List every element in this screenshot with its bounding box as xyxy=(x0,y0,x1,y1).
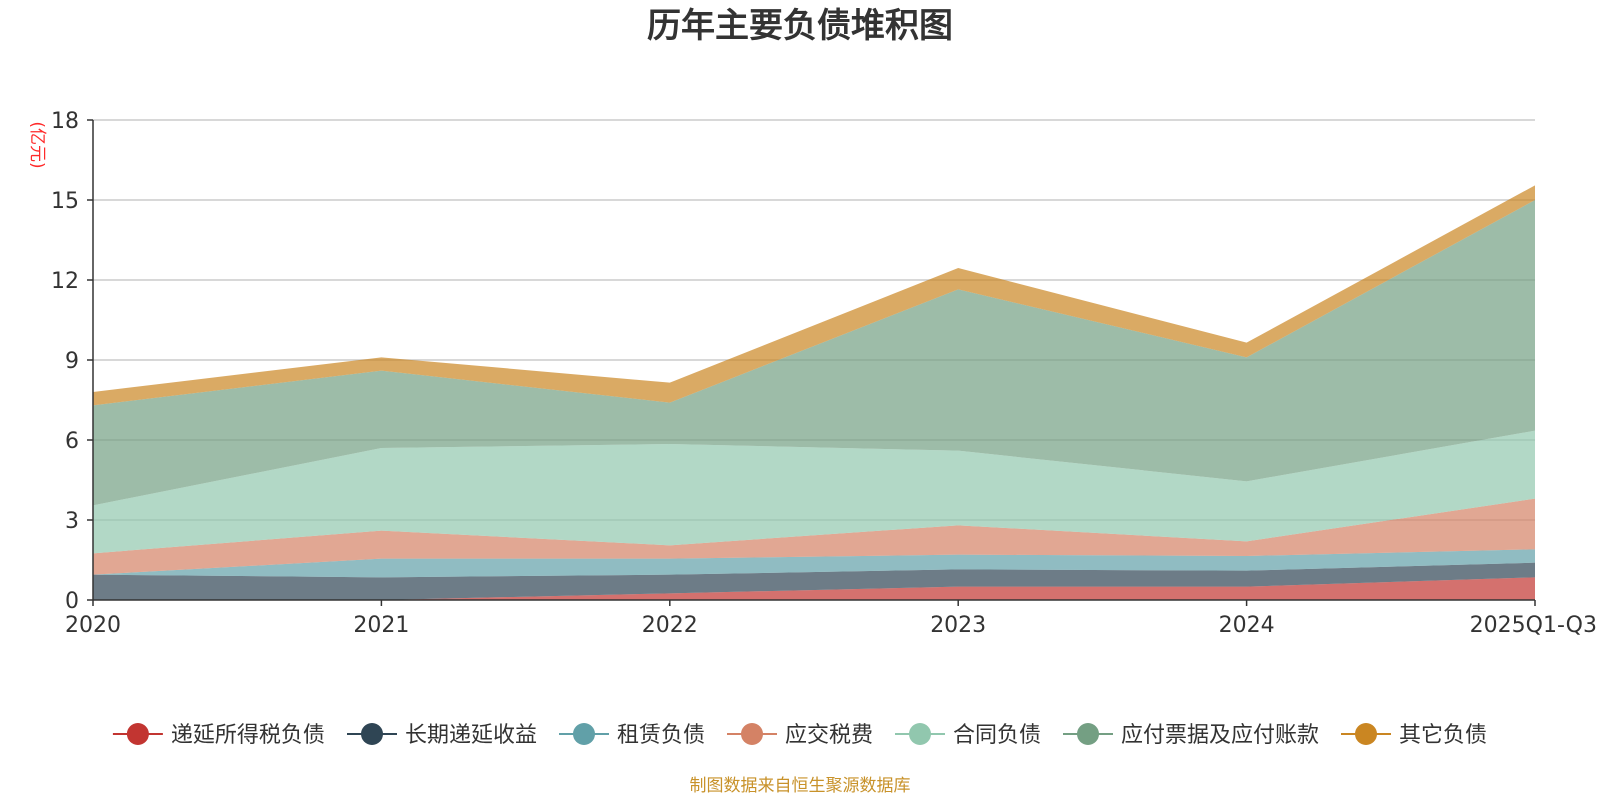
y-tick-label: 15 xyxy=(51,189,79,214)
legend-item-0[interactable]: 递延所得税负债 xyxy=(112,723,325,748)
y-tick-label: 6 xyxy=(65,429,79,454)
legend-label: 递延所得税负债 xyxy=(171,723,325,748)
source-note: 制图数据来自恒生聚源数据库 xyxy=(690,776,911,796)
x-tick-label: 2020 xyxy=(65,613,121,638)
area-series-0 xyxy=(93,577,1535,600)
x-tick-label: 2021 xyxy=(353,613,409,638)
chart-title: 历年主要负债堆积图 xyxy=(647,6,953,46)
x-tick-label: 2024 xyxy=(1219,613,1275,638)
legend-item-5[interactable]: 应付票据及应付账款 xyxy=(1063,723,1319,748)
legend-item-2[interactable]: 租赁负债 xyxy=(559,723,705,748)
legend-marker-icon xyxy=(573,723,595,745)
area-series-5 xyxy=(93,200,1535,506)
legend-marker-icon xyxy=(1077,723,1099,745)
legend-label: 长期递延收益 xyxy=(405,723,537,748)
legend-label: 租赁负债 xyxy=(617,723,705,748)
legend-label: 应付票据及应付账款 xyxy=(1121,723,1319,748)
y-tick-label: 12 xyxy=(51,269,79,294)
y-tick-label: 18 xyxy=(51,109,79,134)
legend-marker-icon xyxy=(1355,723,1377,745)
x-tick-label: 2025Q1-Q3 xyxy=(1470,613,1597,638)
area-series xyxy=(93,185,1535,600)
legend-item-6[interactable]: 其它负债 xyxy=(1341,723,1487,748)
legend-marker-icon xyxy=(909,723,931,745)
legend-marker-icon xyxy=(126,723,149,745)
x-tick-label: 2023 xyxy=(930,613,986,638)
area-series-1 xyxy=(93,562,1535,600)
legend-marker-icon xyxy=(741,723,763,745)
axes: 0 3 6 9 12 15 18 2020 2021 2022 2023 2024 2025Q1-Q3 xyxy=(51,109,1597,638)
y-tick-label: 3 xyxy=(65,509,79,534)
legend-label: 合同负债 xyxy=(953,723,1041,748)
area-series-2 xyxy=(93,549,1535,578)
legend-item-4[interactable]: 合同负债 xyxy=(895,723,1041,748)
y-axis-unit: (亿元) xyxy=(27,121,47,168)
legend-label: 其它负债 xyxy=(1399,723,1487,748)
y-tick-label: 9 xyxy=(65,349,79,374)
area-series-3 xyxy=(93,498,1535,575)
legend-item-1[interactable]: 长期递延收益 xyxy=(347,723,537,748)
legend: 递延所得税负债 长期递延收益 租赁负债 应交税费 合同负债 应付票据及应付账款 其它负债 xyxy=(112,723,1487,748)
y-tick-label: 0 xyxy=(65,589,79,614)
legend-label: 应交税费 xyxy=(785,723,873,748)
x-tick-label: 2022 xyxy=(642,613,698,638)
area-series-6 xyxy=(93,185,1535,406)
legend-marker-icon xyxy=(361,723,383,745)
area-series-4 xyxy=(93,430,1535,554)
legend-item-3[interactable]: 应交税费 xyxy=(727,723,873,748)
